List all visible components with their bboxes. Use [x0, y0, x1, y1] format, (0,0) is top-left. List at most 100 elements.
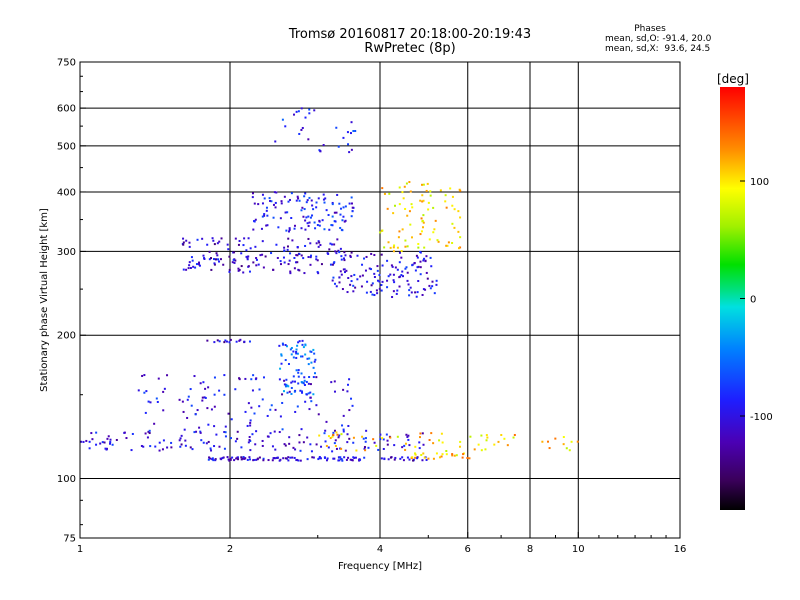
data-point: [411, 206, 414, 209]
data-point: [352, 456, 355, 459]
data-point: [331, 215, 334, 218]
data-point: [323, 201, 326, 204]
data-point: [485, 439, 488, 442]
data-point: [203, 396, 206, 399]
data-point: [280, 362, 283, 365]
data-point: [251, 433, 254, 436]
data-point: [313, 221, 316, 224]
data-point: [440, 455, 443, 458]
data-point: [304, 219, 307, 222]
data-point: [238, 378, 241, 381]
data-point: [191, 259, 194, 262]
data-point: [318, 224, 321, 227]
data-point: [232, 258, 235, 261]
axis-tick-labels: 1 2 4 6 8 10 16 75 100 200 300 400 500 600 750: [57, 58, 686, 556]
data-point: [256, 458, 259, 461]
data-point: [420, 230, 423, 233]
data-point: [335, 126, 338, 129]
data-point: [341, 219, 344, 222]
data-point: [285, 345, 288, 348]
data-point: [288, 436, 291, 439]
data-point: [246, 424, 249, 427]
data-point: [247, 402, 250, 405]
data-point: [226, 243, 229, 246]
x-tick-label: 10: [572, 544, 585, 555]
data-point: [341, 424, 344, 427]
data-point: [341, 229, 344, 232]
data-point: [346, 390, 349, 393]
data-point: [142, 445, 145, 448]
data-point: [425, 271, 428, 274]
data-point: [288, 259, 291, 262]
data-point: [246, 258, 249, 261]
data-point: [459, 440, 462, 443]
data-point: [185, 268, 188, 271]
data-point: [254, 443, 257, 446]
data-point: [293, 390, 296, 393]
data-point: [198, 264, 201, 267]
data-point: [419, 260, 422, 263]
data-point: [414, 456, 417, 459]
data-point: [426, 277, 429, 280]
data-point: [336, 193, 339, 196]
data-point: [568, 449, 571, 452]
data-point: [283, 379, 286, 382]
data-point: [459, 246, 462, 249]
data-point: [249, 419, 252, 422]
data-point: [340, 255, 343, 258]
data-point: [163, 387, 166, 390]
data-point: [333, 243, 336, 246]
data-point: [309, 396, 312, 399]
data-point: [331, 263, 334, 266]
data-point: [403, 444, 406, 447]
data-point: [236, 430, 239, 433]
data-point: [301, 343, 304, 346]
data-point: [455, 454, 458, 457]
data-point: [339, 213, 342, 216]
data-point: [247, 255, 250, 258]
data-point: [424, 288, 427, 291]
data-point: [392, 250, 395, 253]
data-point: [335, 285, 338, 288]
data-point: [304, 344, 307, 347]
data-point: [500, 433, 503, 436]
data-point: [141, 374, 144, 377]
data-point: [137, 389, 140, 392]
data-point: [284, 125, 287, 128]
data-point: [416, 256, 419, 259]
data-point: [309, 216, 312, 219]
data-point: [221, 457, 224, 460]
data-point: [345, 458, 348, 461]
data-point: [261, 398, 264, 401]
data-point: [562, 436, 565, 439]
data-point: [213, 445, 216, 448]
data-point: [457, 210, 460, 213]
data-point: [414, 291, 417, 294]
data-point: [140, 444, 143, 447]
data-point: [240, 458, 243, 461]
data-point: [300, 209, 303, 212]
data-point: [162, 390, 165, 393]
data-point: [193, 431, 196, 434]
phase-x-stats: mean, sd,X: 93.6, 24.5: [605, 44, 711, 54]
data-point: [230, 418, 233, 421]
data-point: [283, 246, 286, 249]
data-point: [255, 458, 258, 461]
data-point: [250, 406, 253, 409]
data-point: [457, 230, 460, 233]
data-point: [360, 285, 363, 288]
data-point: [251, 389, 254, 392]
data-point: [181, 400, 184, 403]
data-point: [189, 388, 192, 391]
data-point: [199, 382, 202, 385]
data-point: [408, 181, 411, 184]
data-point: [311, 204, 314, 207]
data-point: [342, 206, 345, 209]
data-point: [435, 279, 438, 282]
data-point: [389, 456, 392, 459]
data-point: [354, 286, 357, 289]
data-point: [406, 456, 409, 459]
data-point: [363, 257, 366, 260]
data-point: [404, 442, 407, 445]
